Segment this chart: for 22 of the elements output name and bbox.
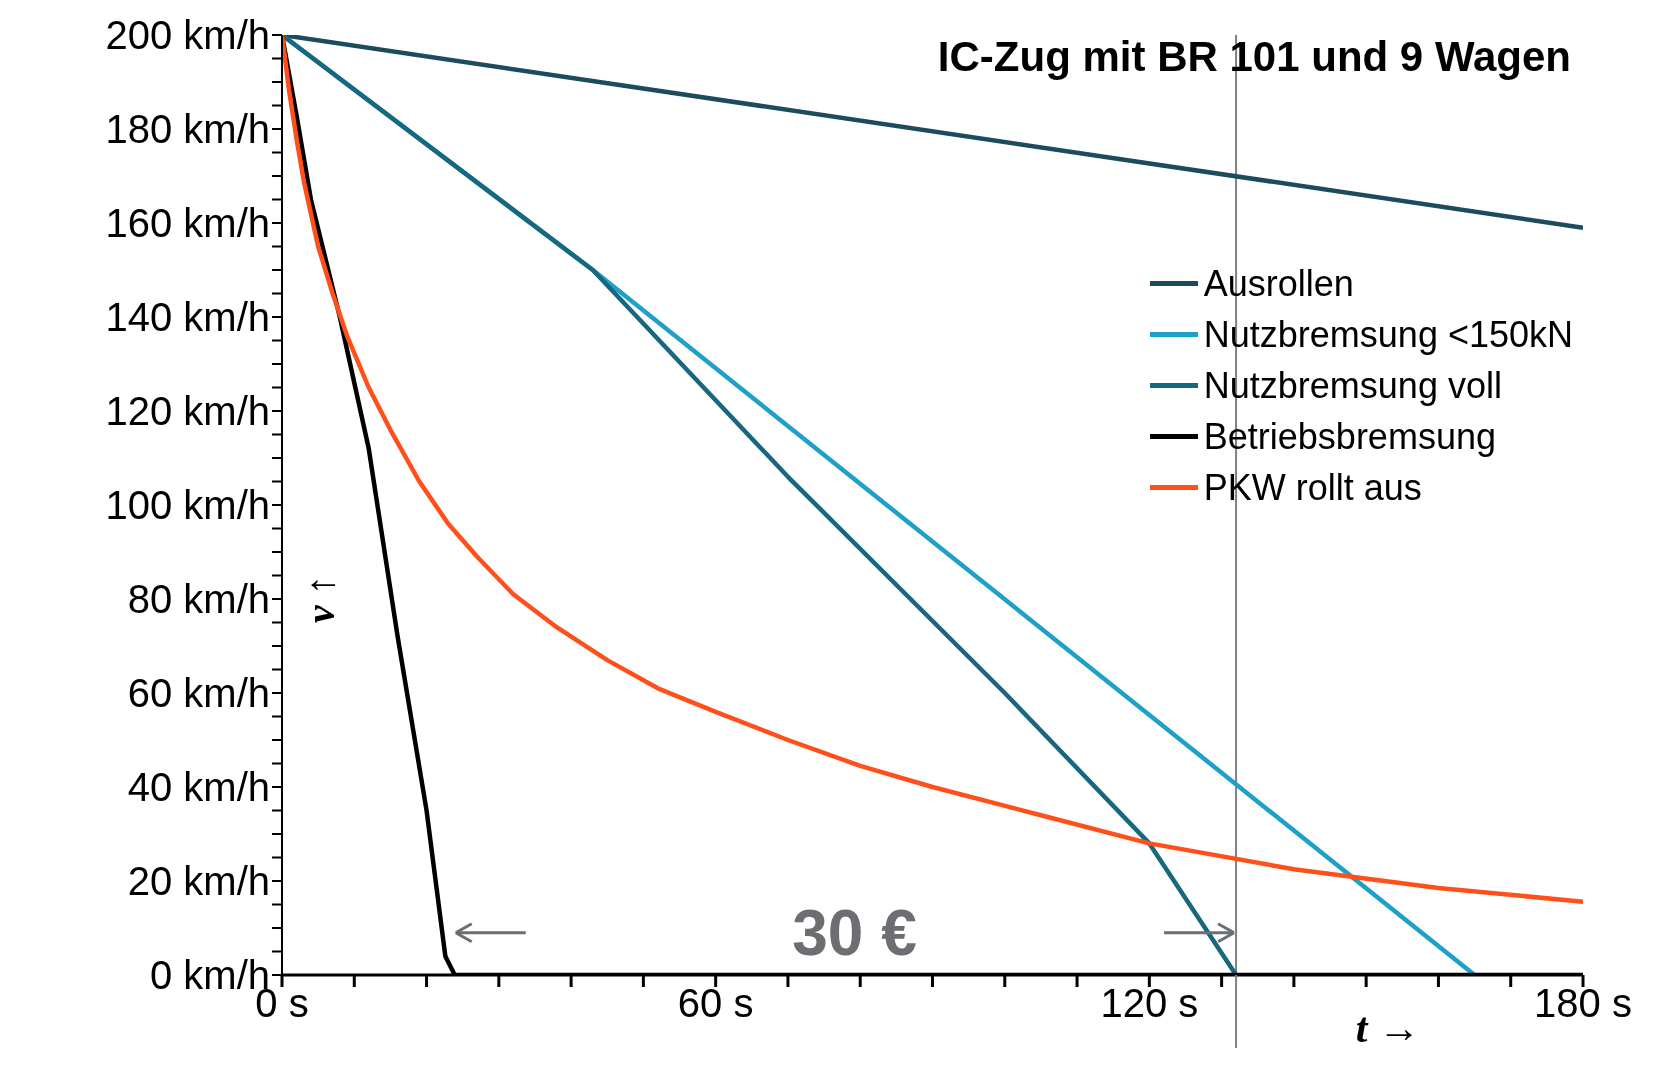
y-tick-label: 80 km/h xyxy=(127,577,270,622)
legend-label: Nutzbremsung <150kN xyxy=(1203,313,1573,357)
y-tick-label: 200 km/h xyxy=(105,13,270,58)
y-tick-label: 100 km/h xyxy=(105,483,270,528)
legend-label: Nutzbremsung voll xyxy=(1203,364,1502,408)
annotation: 30 € xyxy=(792,896,917,969)
y-tick-label: 60 km/h xyxy=(127,671,270,716)
y-tick-label: 140 km/h xyxy=(105,295,270,340)
chart-title: IC-Zug mit BR 101 und 9 Wagen xyxy=(937,33,1571,80)
legend-label: Ausrollen xyxy=(1203,262,1354,306)
x-tick-label: 180 s xyxy=(1534,981,1632,1026)
y-tick-label: 120 km/h xyxy=(105,389,270,434)
y-tick-label: 20 km/h xyxy=(127,859,270,904)
legend-label: PKW rollt aus xyxy=(1203,466,1422,510)
x-axis-title: t → xyxy=(1355,1005,1420,1051)
y-tick-label: 160 km/h xyxy=(105,201,270,246)
y-axis-title: v ↑ xyxy=(298,575,343,623)
x-tick-label: 120 s xyxy=(1100,981,1199,1026)
legend-label: Betriebsbremsung xyxy=(1203,415,1496,459)
x-tick-label: 60 s xyxy=(677,981,754,1026)
y-tick-label: 180 km/h xyxy=(105,107,270,152)
y-tick-label: 40 km/h xyxy=(127,765,270,810)
